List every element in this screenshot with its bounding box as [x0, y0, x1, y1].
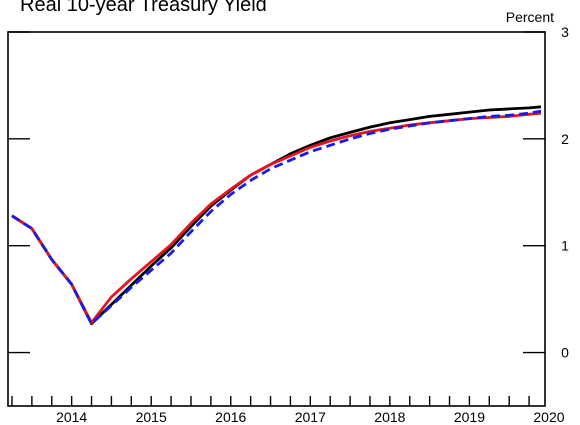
chart-title: Real 10-year Treasury Yield: [20, 0, 267, 16]
x-tick-label: 2015: [136, 409, 167, 425]
x-tick-label: 2018: [374, 409, 405, 425]
y-tick-label: 1: [561, 238, 569, 254]
plot-frame: [7, 31, 546, 407]
y-tick-label: 3: [561, 24, 569, 40]
y-tick-label: 0: [561, 345, 569, 361]
x-tick-label: 2017: [295, 409, 326, 425]
series-line: [11, 111, 542, 325]
y-tick-label: 2: [561, 131, 569, 147]
series-line: [11, 109, 542, 326]
series-line: [11, 105, 542, 326]
x-tick-label: 2020: [533, 409, 564, 425]
x-tick-label: 2016: [215, 409, 246, 425]
unit-label: Percent: [505, 9, 554, 25]
x-tick-label: 2014: [56, 409, 87, 425]
x-tick-label: 2019: [454, 409, 485, 425]
